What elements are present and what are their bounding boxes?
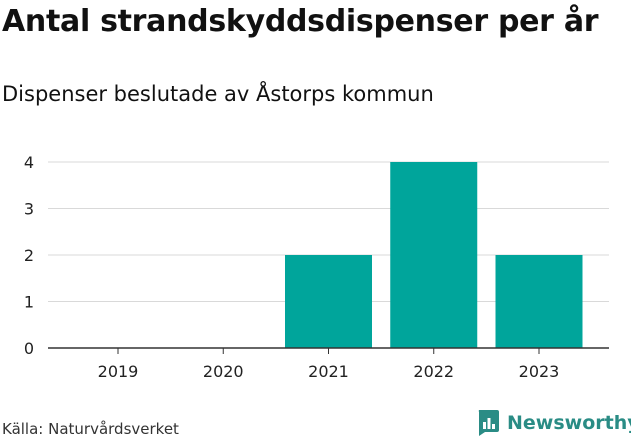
x-tick-label: 2023 <box>519 362 560 381</box>
bar-chart-speech-bubble-icon <box>478 410 499 436</box>
source-note: Källa: Naturvårdsverket <box>2 420 179 438</box>
chart-title: Antal strandskyddsdispenser per år <box>2 4 599 39</box>
x-tick-label: 2021 <box>308 362 349 381</box>
y-tick-label: 1 <box>24 293 34 312</box>
bars <box>285 162 583 348</box>
y-tick-label: 4 <box>24 153 34 172</box>
y-tick-label: 2 <box>24 246 34 265</box>
brand-name: Newsworthy <box>507 412 631 434</box>
y-tick-label: 0 <box>24 339 34 358</box>
x-tick-label: 2022 <box>413 362 454 381</box>
brand-logo: Newsworthy <box>476 408 631 438</box>
chart-subtitle: Dispenser beslutade av Åstorps kommun <box>2 82 434 106</box>
x-tick-label: 2020 <box>203 362 244 381</box>
bar-2022 <box>390 162 478 348</box>
bar-2023 <box>495 255 583 348</box>
bar-2021 <box>285 255 372 348</box>
axes: 0 1 2 3 4 2019 2020 2021 2022 2023 <box>24 153 609 381</box>
x-tick-label: 2019 <box>98 362 139 381</box>
y-tick-label: 3 <box>24 200 34 219</box>
